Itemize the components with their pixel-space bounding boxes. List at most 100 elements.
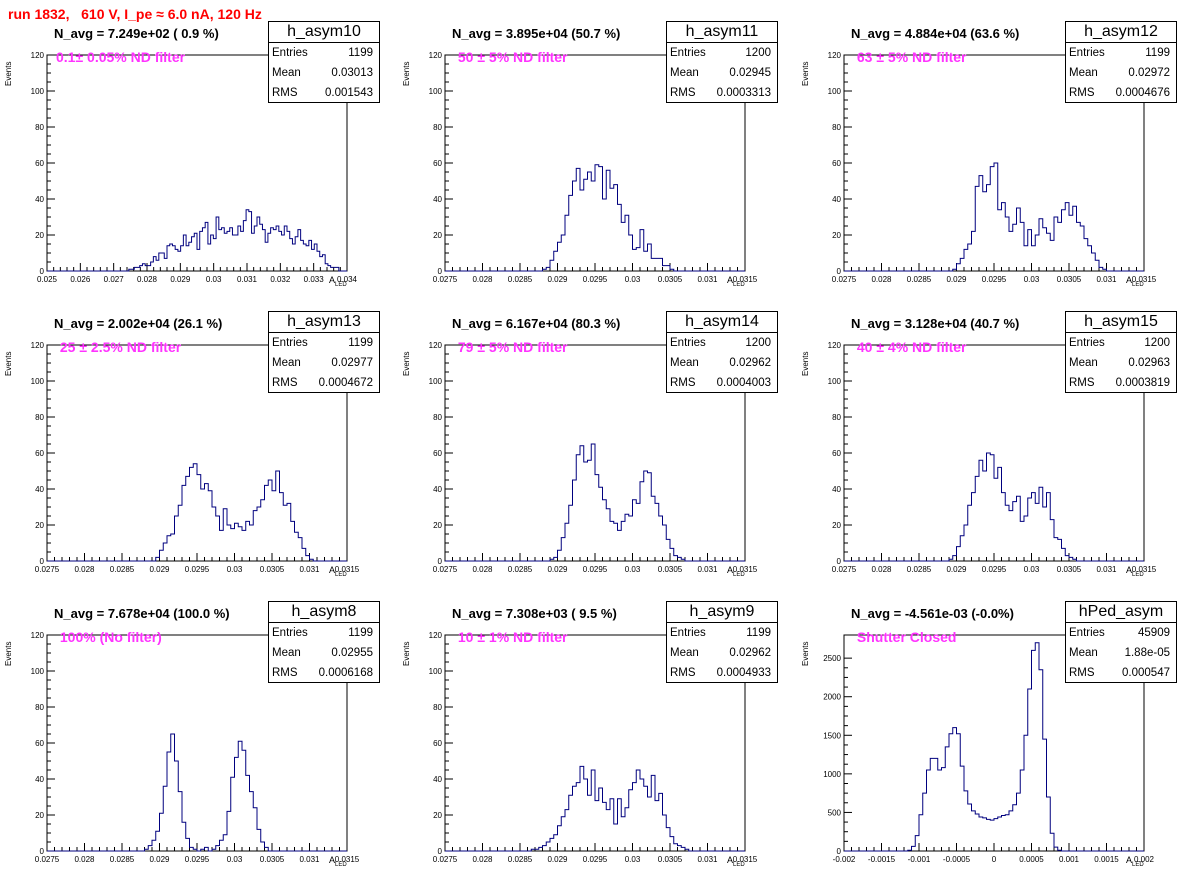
x-axis-label: ALED — [727, 855, 745, 868]
x-tick-label: 0.0305 — [260, 855, 285, 864]
x-tick-label: 0.027 — [104, 275, 125, 284]
stats-box-title: h_asym8 — [269, 602, 379, 623]
x-tick-label: 0.0015 — [1094, 855, 1119, 864]
stats-value: 0.0006168 — [318, 667, 373, 679]
x-axis-label-text: A — [1126, 565, 1133, 575]
x-tick-label: 0.0305 — [658, 565, 683, 574]
histogram-panel-h_asym10: 0.025 0.026 0.027 0.028 0.029 0.03 0.031 0.032 0… — [2, 20, 400, 310]
y-tick-label: 0 — [837, 847, 842, 856]
y-tick-label: 100 — [31, 87, 45, 96]
stats-value: 0.0004933 — [716, 667, 771, 679]
y-tick-label: 80 — [35, 413, 44, 422]
y-tick-label: 40 — [433, 775, 442, 784]
y-tick-label: 60 — [832, 159, 841, 168]
filter-label: Shutter Closed — [853, 629, 957, 645]
y-tick-label: 0 — [837, 267, 842, 276]
stats-row: Entries 1199 — [1066, 43, 1176, 63]
y-axis-label: Events — [4, 336, 14, 376]
stats-value: 0.0004676 — [1115, 87, 1170, 99]
x-axis-label-sub: LED — [335, 281, 347, 288]
x-axis-label-sub: LED — [1132, 571, 1144, 578]
y-tick-label: 0 — [438, 267, 443, 276]
y-tick-label: 500 — [828, 808, 842, 817]
x-tick-label: 0.0285 — [110, 565, 135, 574]
x-tick-label: 0.03 — [625, 565, 641, 574]
x-tick-label: 0.0305 — [260, 565, 285, 574]
x-tick-label: 0.0275 — [433, 275, 458, 284]
stats-box: hPed_asym Entries 45909 Mean 1.88e-05 RMS 0.00… — [1065, 601, 1177, 683]
x-tick-label: 0.0295 — [185, 565, 210, 574]
x-tick-label: 0.026 — [70, 275, 91, 284]
y-tick-label: 80 — [433, 703, 442, 712]
x-tick-label: 0.0295 — [982, 565, 1007, 574]
y-tick-label: 80 — [35, 703, 44, 712]
histogram-panel-h_asym11: 0.0275 0.028 0.0285 0.029 0.0295 0.03 0.0305 0.… — [400, 20, 798, 310]
histogram-panel-h_asym13: 0.0275 0.028 0.0285 0.029 0.0295 0.03 0.0305 0.… — [2, 310, 400, 600]
y-axis-label: Events — [801, 46, 811, 86]
stats-key: RMS — [670, 377, 696, 389]
x-tick-label: 0.025 — [37, 275, 58, 284]
y-tick-label: 0 — [40, 847, 45, 856]
x-tick-label: 0.0305 — [658, 855, 683, 864]
x-tick-label: 0.0285 — [508, 565, 533, 574]
y-axis-label-text: Events — [4, 351, 13, 376]
filter-label: 63 ± 5% ND filter — [853, 49, 967, 65]
x-axis-label-sub: LED — [1132, 281, 1144, 288]
x-tick-label: 0.031 — [237, 275, 258, 284]
stats-box-title: h_asym15 — [1066, 312, 1176, 333]
y-tick-label: 20 — [35, 521, 44, 530]
x-tick-label: 0.0275 — [433, 855, 458, 864]
x-tick-label: 0.0305 — [1057, 565, 1082, 574]
x-tick-label: 0.031 — [697, 855, 718, 864]
histogram-panel-h_asym15: 0.0275 0.028 0.0285 0.029 0.0295 0.03 0.0305 0.… — [799, 310, 1196, 600]
x-axis-label-sub: LED — [733, 281, 745, 288]
stats-value: 0.02955 — [331, 647, 373, 659]
histogram-plot: 0.0275 0.028 0.0285 0.029 0.0295 0.03 0.0305 0.… — [828, 51, 1157, 284]
stats-row: Entries 1199 — [269, 333, 379, 353]
n-avg-label: N_avg = 7.678e+04 (100.0 %) — [54, 606, 230, 621]
stats-row: RMS 0.0004003 — [667, 373, 777, 393]
stats-row: Mean 1.88e-05 — [1066, 643, 1176, 663]
stats-value: 0.02977 — [331, 357, 373, 369]
x-tick-label: 0.0005 — [1019, 855, 1044, 864]
filter-label: 0.1± 0.05% ND filter — [56, 49, 186, 65]
x-axis-label-text: A — [727, 855, 734, 865]
y-tick-label: 60 — [433, 159, 442, 168]
stats-box: h_asym12 Entries 1199 Mean 0.02972 RMS 0.00046… — [1065, 21, 1177, 103]
stats-key: Mean — [670, 357, 699, 369]
y-tick-label: 20 — [35, 231, 44, 240]
stats-row: RMS 0.000547 — [1066, 663, 1176, 683]
histogram-line — [445, 443, 745, 562]
x-tick-label: 0.001 — [1059, 855, 1080, 864]
x-tick-label: 0.0285 — [508, 855, 533, 864]
stats-box: h_asym14 Entries 1200 Mean 0.02962 RMS 0.00040… — [666, 311, 778, 393]
y-tick-label: 120 — [429, 341, 443, 350]
stats-value: 0.02962 — [729, 357, 771, 369]
x-tick-label: 0.0295 — [583, 565, 608, 574]
y-tick-label: 40 — [433, 195, 442, 204]
stats-value: 0.03013 — [331, 67, 373, 79]
y-tick-label: 60 — [433, 739, 442, 748]
x-tick-label: 0.028 — [137, 275, 158, 284]
stats-box-title: h_asym10 — [269, 22, 379, 43]
stats-key: Mean — [1069, 647, 1098, 659]
x-axis-label-text: A — [1126, 855, 1133, 865]
stats-key: Entries — [1069, 337, 1105, 349]
y-tick-label: 40 — [832, 485, 841, 494]
x-tick-label: 0.028 — [472, 565, 493, 574]
stats-value: 45909 — [1138, 627, 1170, 639]
x-tick-label: 0.028 — [871, 275, 892, 284]
x-tick-label: 0.03 — [227, 565, 243, 574]
y-tick-label: 20 — [433, 521, 442, 530]
stats-row: Entries 1199 — [667, 623, 777, 643]
y-tick-label: 40 — [832, 195, 841, 204]
y-tick-label: 20 — [433, 811, 442, 820]
x-tick-label: 0.028 — [74, 855, 95, 864]
stats-row: Entries 45909 — [1066, 623, 1176, 643]
y-axis-label-text: Events — [801, 61, 810, 86]
x-axis-label: ALED — [329, 855, 347, 868]
page-title: run 1832, 610 V, I_pe ≈ 6.0 nA, 120 Hz — [8, 6, 262, 22]
x-tick-label: 0.033 — [304, 275, 325, 284]
y-axis-label: Events — [4, 46, 14, 86]
filter-label: 10 ± 1% ND filter — [454, 629, 568, 645]
